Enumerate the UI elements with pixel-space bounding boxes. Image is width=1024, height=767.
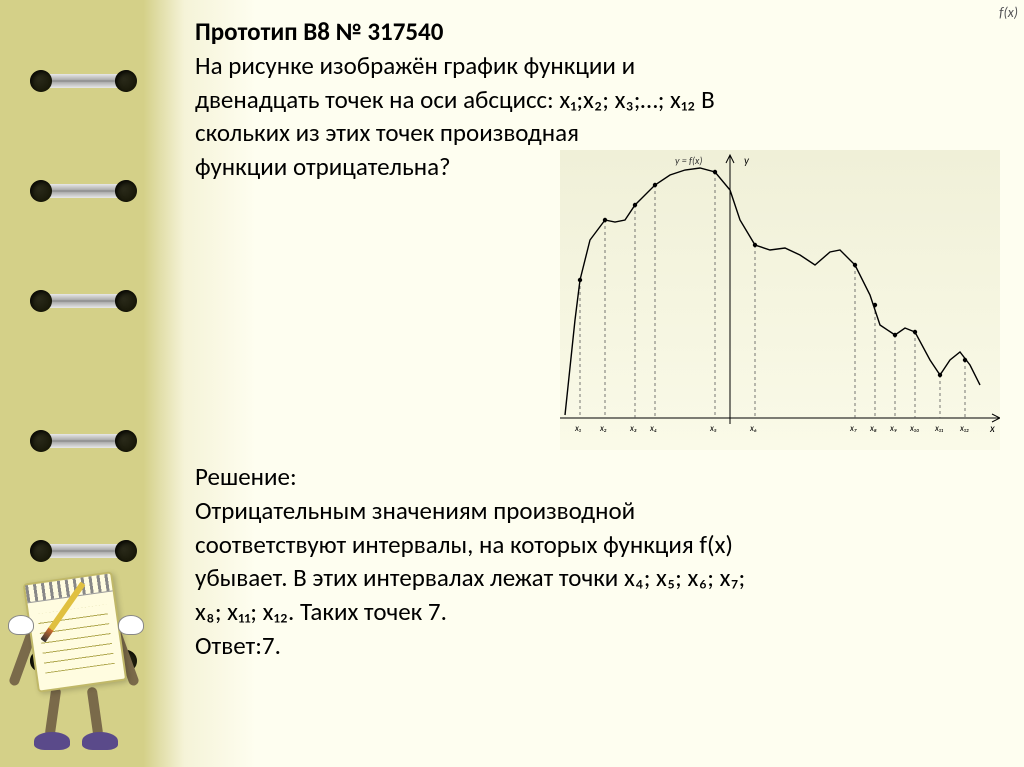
- svg-text:x₃: x₃: [629, 423, 637, 434]
- problem-line: скольких из этих точек производная: [195, 116, 995, 150]
- svg-text:x₁₀: x₁₀: [909, 423, 920, 434]
- svg-text:x₁₂: x₁₂: [959, 423, 969, 434]
- solution-line: Отрицательным значениям производной: [195, 494, 995, 528]
- svg-text:x₄: x₄: [649, 423, 657, 434]
- svg-text:x: x: [989, 422, 995, 435]
- solution-answer: Ответ:7.: [195, 629, 995, 663]
- solution-line: убывает. В этих интервалах лежат точки x…: [195, 561, 995, 595]
- svg-text:y = f(x): y = f(x): [675, 154, 702, 167]
- svg-text:x₁: x₁: [574, 423, 581, 434]
- solution-heading: Решение:: [195, 460, 995, 494]
- solution-line: x₈; x₁₁; x₁₂. Таких точек 7.: [195, 595, 995, 629]
- svg-text:x₈: x₈: [869, 423, 877, 434]
- solution-text: Решение: Отрицательным значениям произво…: [195, 460, 995, 663]
- svg-text:x₉: x₉: [889, 423, 897, 434]
- svg-text:y: y: [744, 154, 750, 167]
- header-fx-label: f(x): [999, 4, 1018, 21]
- svg-text:x₅: x₅: [709, 423, 717, 434]
- notepad-character: [0, 557, 180, 757]
- problem-line: двенадцать точек на оси абсцисс: x₁;x₂; …: [195, 83, 995, 117]
- svg-text:x₆: x₆: [749, 423, 757, 434]
- svg-text:x₁₁: x₁₁: [934, 423, 943, 434]
- graph-svg: y x y = f(x) x₁ x₂ x₃ x₄ x₅ x₆ x₇ x₈ x₉ x₁₀ x₁₁ x₁₂: [560, 150, 1000, 450]
- function-graph: y x y = f(x) x₁ x₂ x₃ x₄ x₅ x₆ x₇ x₈ x₉ x₁₀ x₁₁ x₁₂: [560, 150, 1000, 450]
- problem-line: На рисунке изображён график функции и: [195, 49, 995, 83]
- solution-line: соответствуют интервалы, на которых функ…: [195, 528, 995, 562]
- svg-text:x₂: x₂: [599, 423, 607, 434]
- problem-title: Прототип B8 № 317540: [195, 15, 995, 49]
- svg-text:x₇: x₇: [849, 423, 857, 434]
